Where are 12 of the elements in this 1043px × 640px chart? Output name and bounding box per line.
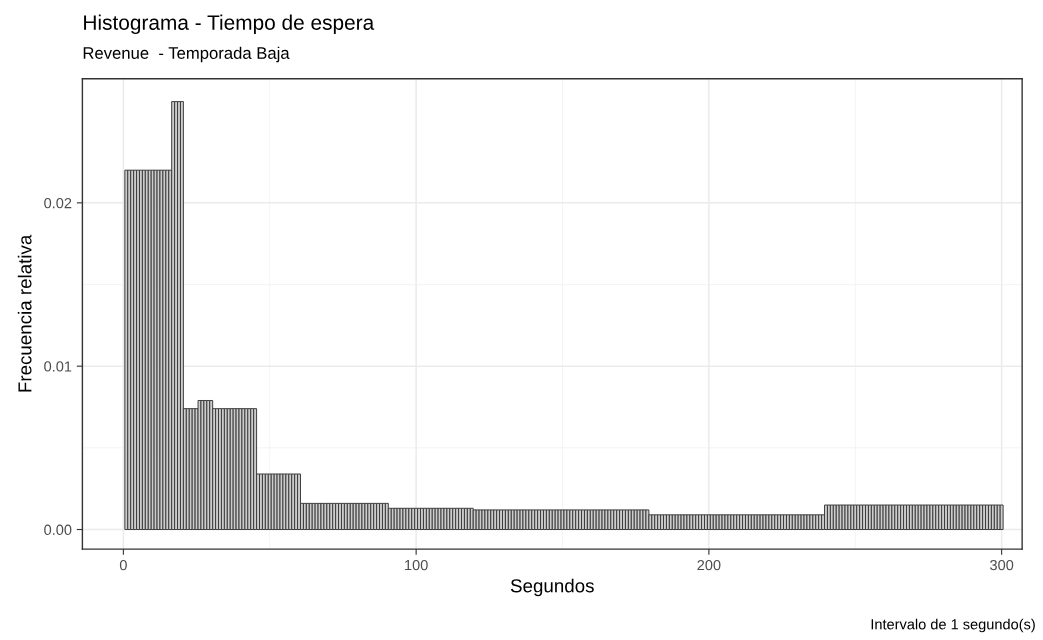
x-axis-title: Segundos bbox=[510, 578, 594, 597]
y-tick-label: 0.00 bbox=[44, 524, 72, 535]
y-tick-label: 0.02 bbox=[44, 197, 72, 209]
chart-title: Histograma - Tiempo de espera bbox=[84, 14, 375, 35]
x-tick-label: 0 bbox=[119, 559, 127, 571]
y-axis-title: Frecuencia relativa bbox=[17, 234, 32, 392]
x-tick-label: 300 bbox=[990, 559, 1014, 571]
text: Intervalo de 1 segundo(s) bbox=[871, 618, 1035, 633]
x-tick-label: 100 bbox=[405, 559, 428, 571]
chart-subtitle: Revenue - Temporada Baja bbox=[83, 46, 290, 63]
y-tick-label: 0.01 bbox=[44, 361, 72, 372]
x-tick-label: 200 bbox=[697, 559, 721, 571]
